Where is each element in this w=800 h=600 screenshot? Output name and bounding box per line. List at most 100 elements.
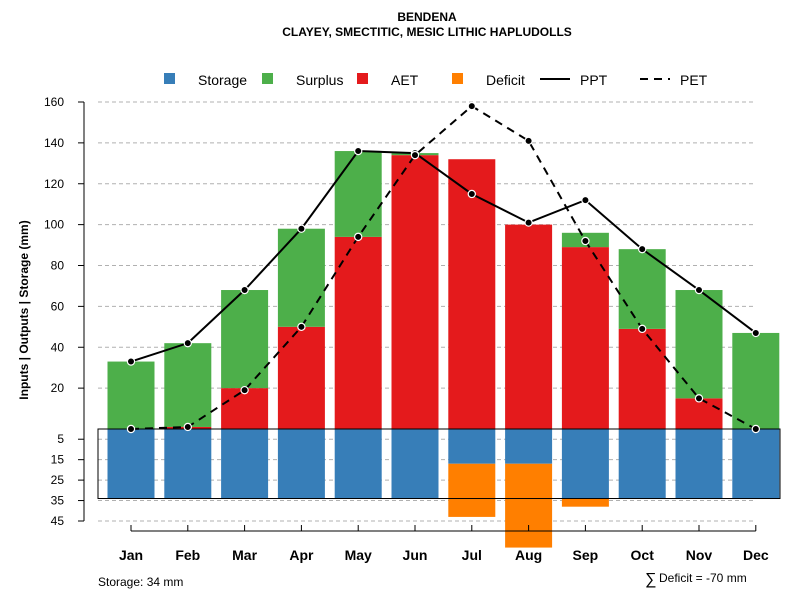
deficit-bar bbox=[505, 463, 553, 548]
storage-bar bbox=[448, 429, 496, 464]
ppt-point bbox=[297, 224, 306, 233]
legend-swatch-deficit bbox=[452, 73, 463, 84]
legend-label-aet: AET bbox=[391, 72, 419, 88]
x-tick-label: Jul bbox=[462, 547, 482, 563]
deficit-bar bbox=[448, 463, 496, 517]
pet-line bbox=[130, 104, 757, 430]
x-tick-label: Dec bbox=[743, 547, 769, 563]
pet-point bbox=[524, 136, 533, 146]
aet-bar bbox=[561, 247, 609, 429]
legend-swatch-aet bbox=[357, 73, 368, 84]
storage-bar bbox=[732, 429, 780, 499]
pet-point bbox=[638, 324, 647, 334]
y-tick-label: 140 bbox=[44, 136, 64, 150]
pet-point bbox=[183, 422, 192, 432]
axes: 20 40 60 80 100 120 140 160 5 15 25 35 45 Jan Feb Mar Ap… bbox=[44, 95, 769, 563]
legend-label-surplus: Surplus bbox=[296, 72, 343, 88]
y-tick-label: 20 bbox=[51, 381, 65, 395]
ppt-point bbox=[524, 218, 533, 227]
x-tick-label: May bbox=[345, 547, 372, 563]
aet-bar bbox=[221, 388, 269, 429]
ppt-line bbox=[130, 150, 757, 363]
storage-bar bbox=[277, 429, 325, 499]
aet-bar bbox=[448, 159, 496, 429]
surplus-bar bbox=[164, 343, 212, 427]
storage-bar bbox=[505, 429, 553, 464]
storage-bar bbox=[334, 429, 382, 499]
ppt-point bbox=[581, 195, 590, 205]
ppt-point bbox=[751, 328, 761, 338]
ppt-point bbox=[240, 285, 249, 295]
y-tick-label: 25 bbox=[51, 473, 65, 487]
x-tick-label: Mar bbox=[232, 547, 257, 563]
aet-bar bbox=[391, 155, 439, 429]
pet-point bbox=[410, 150, 420, 160]
y-tick-label: 15 bbox=[51, 453, 65, 467]
surplus-bar bbox=[221, 290, 269, 389]
series-lines bbox=[126, 101, 761, 434]
deficit-bar bbox=[561, 498, 609, 507]
y-tick-label: 5 bbox=[57, 432, 64, 446]
storage-bar bbox=[221, 429, 269, 499]
storage-bar bbox=[107, 429, 155, 499]
pet-point bbox=[751, 424, 761, 434]
surplus-bar bbox=[732, 332, 780, 429]
x-tick-label: Feb bbox=[175, 547, 200, 563]
y-tick-label: 40 bbox=[51, 340, 65, 354]
pet-point bbox=[581, 236, 590, 246]
surplus-bar bbox=[618, 249, 666, 329]
surplus-bar bbox=[277, 228, 325, 327]
pet-point bbox=[240, 385, 249, 395]
x-tick-label: Aug bbox=[515, 547, 542, 563]
legend-label-storage: Storage bbox=[198, 72, 247, 88]
y-tick-label: 100 bbox=[44, 218, 64, 232]
legend-label-pet: PET bbox=[680, 72, 708, 88]
x-tick-label: Oct bbox=[631, 547, 655, 563]
aet-bar bbox=[277, 326, 325, 429]
y-tick-label: 160 bbox=[44, 95, 64, 109]
aet-bar bbox=[618, 328, 666, 429]
y-tick-label: 60 bbox=[51, 299, 65, 313]
aet-bar bbox=[505, 224, 553, 429]
pet-point bbox=[467, 101, 476, 111]
surplus-bar bbox=[107, 361, 155, 429]
legend: Storage Surplus AET Deficit PPT PET bbox=[164, 72, 708, 88]
storage-bar bbox=[561, 429, 609, 499]
legend-swatch-storage bbox=[164, 73, 175, 84]
storage-capacity-box bbox=[97, 428, 781, 500]
y-tick-label: 35 bbox=[51, 494, 65, 508]
chart-subtitle: CLAYEY, SMECTITIC, MESIC LITHIC HAPLUDOL… bbox=[282, 25, 572, 39]
deficit-note: Deficit = -70 mm bbox=[659, 571, 747, 585]
pet-point bbox=[354, 232, 363, 242]
storage-bar bbox=[618, 429, 666, 499]
bars bbox=[97, 151, 781, 548]
y-tick-label: 120 bbox=[44, 177, 64, 191]
ppt-point bbox=[126, 357, 136, 366]
x-tick-label: Jun bbox=[403, 547, 428, 563]
x-tick-label: Nov bbox=[686, 547, 713, 563]
legend-label-deficit: Deficit bbox=[486, 72, 525, 88]
ppt-point bbox=[354, 146, 363, 156]
x-tick-label: Apr bbox=[289, 547, 314, 563]
legend-label-ppt: PPT bbox=[580, 72, 608, 88]
ppt-point bbox=[638, 244, 647, 254]
aet-bar bbox=[334, 236, 382, 429]
x-tick-label: Sep bbox=[573, 547, 599, 563]
storage-bar bbox=[675, 429, 723, 499]
ppt-point bbox=[467, 189, 476, 199]
pet-point bbox=[297, 322, 306, 332]
y-tick-label: 45 bbox=[51, 514, 65, 528]
ppt-point bbox=[694, 285, 704, 295]
surplus-bar bbox=[675, 290, 723, 399]
pet-point bbox=[694, 394, 704, 403]
x-tick-label: Jan bbox=[119, 547, 143, 563]
pet-point bbox=[126, 424, 136, 434]
deficit-sum-symbol: ∑ bbox=[645, 571, 656, 588]
storage-bar bbox=[164, 429, 212, 499]
surplus-bar bbox=[334, 151, 382, 237]
legend-swatch-surplus bbox=[262, 73, 273, 84]
storage-bar bbox=[391, 429, 439, 499]
y-axis-label: Inputs | Outputs | Storage (mm) bbox=[17, 220, 31, 399]
storage-note: Storage: 34 mm bbox=[98, 575, 183, 589]
